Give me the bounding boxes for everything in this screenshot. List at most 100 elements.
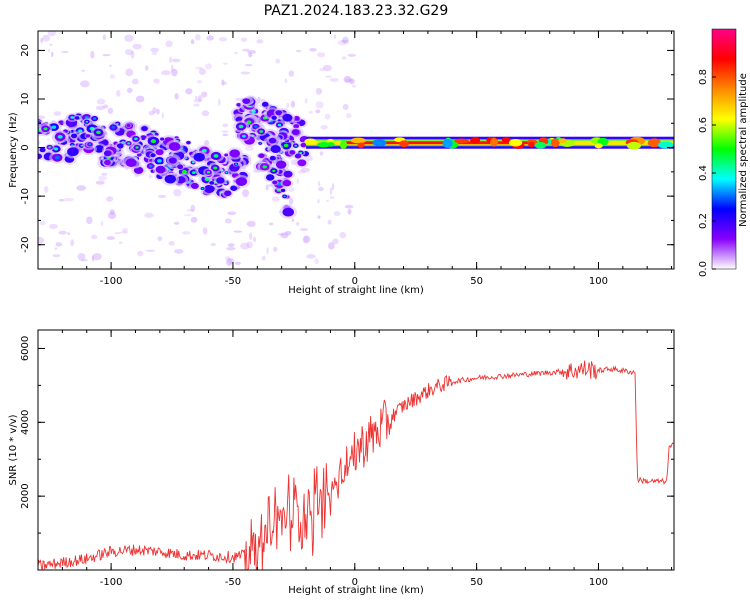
spectrogram-cell (288, 187, 295, 193)
spectrogram-cell (344, 204, 354, 209)
spectrogram-cell (198, 68, 206, 76)
spectrogram-cell (114, 232, 122, 235)
spectrogram-cell (186, 140, 191, 145)
spectrogram-cell (350, 137, 366, 144)
spectrogram-cell (190, 182, 199, 189)
spectrogram-cell (133, 166, 144, 174)
spectrogram-cell (275, 110, 282, 116)
spectrogram-cell (193, 103, 200, 107)
spectrogram-cell (181, 231, 191, 235)
spectrogram-cell (327, 219, 332, 225)
spectrogram-cell (283, 170, 293, 178)
spectrogram-cell (49, 224, 58, 230)
spectrogram-cell (242, 98, 251, 105)
spectrogram-cell (116, 143, 124, 149)
spectrogram-cell (70, 239, 75, 247)
spectrogram-cell (125, 68, 134, 77)
spectrogram-cell (43, 127, 48, 131)
spectrogram-cell (174, 93, 179, 100)
spectrogram-cell (347, 53, 356, 57)
spectrogram-cell (272, 169, 276, 173)
spectrogram-cell (156, 108, 160, 115)
spectrogram-cell (54, 247, 58, 251)
spectrogram-cell (190, 204, 196, 212)
spectrogram-cell (127, 142, 131, 145)
spectrogram-cell (341, 39, 349, 43)
spectrogram-cell (306, 254, 316, 259)
spectrogram-cell (54, 155, 60, 160)
spectrogram-cell (626, 141, 642, 150)
spectrogram-cell (96, 98, 106, 105)
spectrogram-cell (259, 142, 262, 144)
spectrogram-cell (130, 50, 135, 59)
spectrogram-cell (277, 233, 285, 236)
spectrogram-cell (126, 87, 133, 94)
spectrogram-cell (343, 75, 352, 83)
spectrogram-cell (501, 137, 511, 143)
spectrogram-x-tick-label: 50 (470, 276, 483, 287)
spectrogram-cell (282, 179, 292, 187)
spectrogram-cell (286, 102, 290, 108)
spectrogram-cell (594, 143, 603, 149)
spectrogram-cell (98, 175, 107, 181)
spectrogram-cell (46, 138, 50, 141)
spectrogram-cell (213, 166, 218, 170)
figure-title: PAZ1.2024.183.23.32.G29 (264, 3, 449, 19)
spectrogram-cell (315, 109, 321, 114)
spectrogram-cell (293, 124, 300, 129)
spectrogram-cell (210, 242, 216, 247)
spectrogram-cell (216, 177, 225, 184)
spectrogram-y-tick-label: 20 (20, 44, 31, 57)
spectrogram-cell (238, 124, 244, 129)
spectrogram-cell (309, 48, 317, 52)
spectrogram-cell (294, 153, 302, 159)
spectrogram-cell (222, 81, 228, 86)
spectrogram-cell (442, 139, 453, 148)
spectrogram-cell (224, 218, 232, 224)
spectrogram-cell (190, 39, 195, 45)
spectrogram-cell (150, 47, 160, 53)
spectrogram-cell (171, 68, 178, 77)
spectrogram-cell (300, 167, 311, 173)
spectrogram-cell (194, 34, 201, 41)
snr-x-tick-label: 50 (470, 577, 483, 588)
spectrogram-cell (80, 259, 88, 262)
spectrogram-cell (357, 142, 365, 148)
spectrogram-cell (58, 230, 67, 235)
spectrogram-cell (206, 171, 211, 174)
spectrogram-cell (317, 141, 331, 148)
spectrogram-cell (277, 123, 282, 127)
spectrogram-cell (95, 105, 106, 111)
spectrogram-cell (161, 70, 171, 76)
spectrogram-cell (191, 171, 196, 175)
spectrogram-cell (296, 178, 299, 184)
spectrogram-cell (244, 64, 253, 67)
spectrogram-cell (51, 125, 57, 129)
spectrogram-cell (275, 160, 287, 169)
spectrogram-cell (47, 31, 57, 37)
spectrogram-cell (235, 177, 248, 186)
spectrogram-cell (265, 184, 269, 191)
spectrogram-cell (148, 110, 155, 116)
spectrogram-cell (61, 50, 70, 53)
spectrogram-cell (291, 129, 300, 136)
spectrogram-cell (268, 137, 277, 144)
spectrogram-cell (124, 49, 134, 56)
spectrogram-cell (132, 43, 142, 50)
spectrogram-cell (169, 56, 172, 64)
spectrogram-cell (240, 242, 250, 250)
spectrogram-cell (48, 146, 52, 149)
spectrogram-cell (235, 163, 238, 165)
snr-axes: -100 -50 0 50 100 2000 4000 6000 (20, 330, 674, 588)
spectrogram-cell (328, 242, 335, 250)
spectrogram-cell (344, 78, 354, 83)
spectrogram-cell (258, 153, 265, 159)
spectrogram-cell (213, 154, 219, 158)
spectrogram-cell (342, 36, 349, 45)
spectrogram-cell (58, 198, 65, 202)
spectrogram-cell (152, 107, 157, 114)
spectrogram-cell (195, 95, 198, 100)
spectrogram-cell (296, 221, 300, 226)
spectrogram-cell (101, 221, 104, 226)
spectrogram-cell (201, 110, 210, 117)
